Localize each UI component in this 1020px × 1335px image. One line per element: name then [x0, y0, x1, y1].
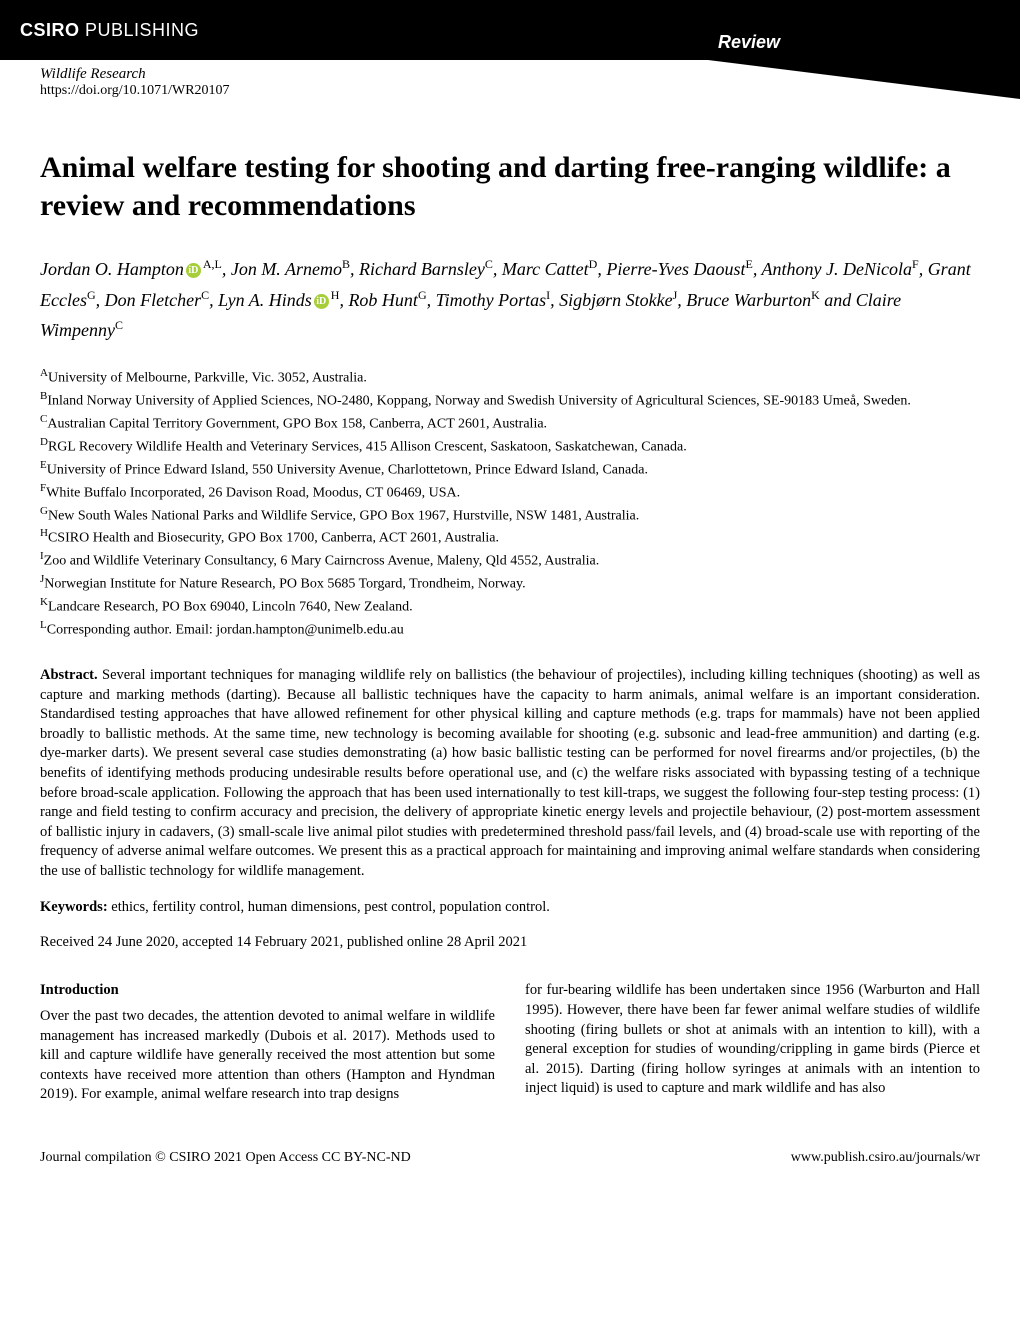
intro-left: Over the past two decades, the attention… [40, 1007, 495, 1105]
author-sup: C [485, 257, 493, 271]
author: Timothy Portas [436, 290, 547, 310]
author: Bruce Warburton [686, 290, 811, 310]
publisher-sub: PUBLISHING [85, 20, 199, 40]
affiliation: BInland Norway University of Applied Sci… [40, 389, 980, 412]
affiliation: IZoo and Wildlife Veterinary Consultancy… [40, 549, 980, 572]
body-columns: Introduction Over the past two decades, … [40, 981, 980, 1104]
author-sup: I [546, 288, 550, 302]
affiliation: EUniversity of Prince Edward Island, 550… [40, 458, 980, 481]
publisher-main: CSIRO [20, 20, 80, 40]
author: Pierre-Yves Daoust [606, 259, 745, 279]
keywords-text: ethics, fertility control, human dimensi… [111, 899, 550, 915]
affiliation: LCorresponding author. Email: jordan.ham… [40, 618, 980, 641]
author: Richard Barnsley [359, 259, 485, 279]
author: Lyn A. Hinds [218, 290, 312, 310]
affiliations: AUniversity of Melbourne, Parkville, Vic… [40, 366, 980, 641]
affiliation: FWhite Buffalo Incorporated, 26 Davison … [40, 481, 980, 504]
author-sup: K [811, 288, 820, 302]
article-title: Animal welfare testing for shooting and … [40, 149, 980, 224]
author: Marc Cattet [502, 259, 589, 279]
affiliation: KLandcare Research, PO Box 69040, Lincol… [40, 595, 980, 618]
author-sup: G [87, 288, 96, 302]
right-column: for fur-bearing wildlife has been undert… [525, 981, 980, 1104]
dates: Received 24 June 2020, accepted 14 Febru… [40, 934, 980, 951]
author-sup: E [746, 257, 753, 271]
author-sup: F [912, 257, 919, 271]
author: Jon M. Arnemo [231, 259, 342, 279]
keywords: Keywords: ethics, fertility control, hum… [40, 899, 980, 916]
orcid-icon: iD [186, 263, 201, 278]
author-sup: G [418, 288, 427, 302]
intro-right: for fur-bearing wildlife has been undert… [525, 981, 980, 1098]
keywords-label: Keywords: [40, 899, 108, 915]
footer-right: www.publish.csiro.au/journals/wr [791, 1150, 980, 1166]
author: Don Fletcher [105, 290, 201, 310]
affiliation: HCSIRO Health and Biosecurity, GPO Box 1… [40, 526, 980, 549]
content: Animal welfare testing for shooting and … [0, 99, 1020, 1135]
abstract: Abstract. Several important techniques f… [40, 666, 980, 881]
author: Rob Hunt [348, 290, 418, 310]
author-sup: C [115, 318, 123, 332]
intro-heading: Introduction [40, 981, 495, 1001]
footer-left: Journal compilation © CSIRO 2021 Open Ac… [40, 1150, 411, 1166]
author: Sigbjørn Stokke [559, 290, 672, 310]
author-sup: J [673, 288, 678, 302]
orcid-icon: iD [314, 294, 329, 309]
affiliation: CAustralian Capital Territory Government… [40, 412, 980, 435]
left-column: Introduction Over the past two decades, … [40, 981, 495, 1104]
author-sup: D [589, 257, 598, 271]
authors: Jordan O. HamptoniDA,L, Jon M. ArnemoB, … [40, 254, 980, 346]
affiliation: AUniversity of Melbourne, Parkville, Vic… [40, 366, 980, 389]
footer: Journal compilation © CSIRO 2021 Open Ac… [0, 1135, 1020, 1191]
journal-name: Wildlife Research [40, 66, 230, 83]
triangle-decoration [700, 59, 1020, 99]
review-badge-wrap: Review [700, 26, 1020, 99]
affiliation: JNorwegian Institute for Nature Research… [40, 572, 980, 595]
author-sup: C [201, 288, 209, 302]
affiliation: DRGL Recovery Wildlife Health and Veteri… [40, 435, 980, 458]
journal-info: Wildlife Research https://doi.org/10.107… [0, 60, 1020, 99]
doi: https://doi.org/10.1071/WR20107 [40, 83, 230, 99]
author-sup: A,L [203, 257, 222, 271]
author: Anthony J. DeNicola [762, 259, 912, 279]
author-sup: B [342, 257, 350, 271]
review-badge: Review [700, 26, 1020, 59]
abstract-text: Several important techniques for managin… [40, 667, 980, 879]
publisher: CSIRO PUBLISHING [20, 20, 199, 41]
author: Jordan O. Hampton [40, 259, 184, 279]
author-sup: H [331, 288, 340, 302]
abstract-label: Abstract. [40, 667, 98, 683]
affiliation: GNew South Wales National Parks and Wild… [40, 504, 980, 527]
